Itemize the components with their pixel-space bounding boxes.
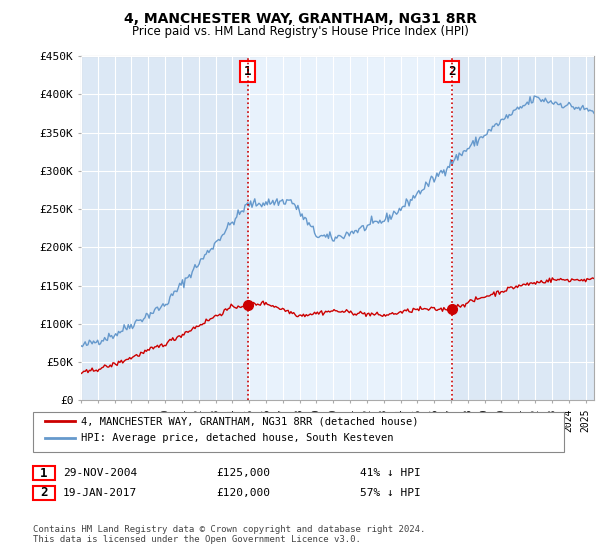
Text: 2: 2 [448,65,455,78]
Text: HPI: Average price, detached house, South Kesteven: HPI: Average price, detached house, Sout… [81,433,394,443]
Text: 41% ↓ HPI: 41% ↓ HPI [360,468,421,478]
Text: Price paid vs. HM Land Registry's House Price Index (HPI): Price paid vs. HM Land Registry's House … [131,25,469,38]
Text: 19-JAN-2017: 19-JAN-2017 [63,488,137,498]
Text: Contains HM Land Registry data © Crown copyright and database right 2024.
This d: Contains HM Land Registry data © Crown c… [33,525,425,544]
Text: 4, MANCHESTER WAY, GRANTHAM, NG31 8RR: 4, MANCHESTER WAY, GRANTHAM, NG31 8RR [124,12,476,26]
Text: £125,000: £125,000 [216,468,270,478]
Text: 2: 2 [40,486,47,500]
Text: £120,000: £120,000 [216,488,270,498]
Text: 4, MANCHESTER WAY, GRANTHAM, NG31 8RR (detached house): 4, MANCHESTER WAY, GRANTHAM, NG31 8RR (d… [81,416,419,426]
Text: 57% ↓ HPI: 57% ↓ HPI [360,488,421,498]
Text: 1: 1 [244,65,251,78]
Text: 1: 1 [40,466,47,480]
Text: 29-NOV-2004: 29-NOV-2004 [63,468,137,478]
Bar [248,56,452,400]
